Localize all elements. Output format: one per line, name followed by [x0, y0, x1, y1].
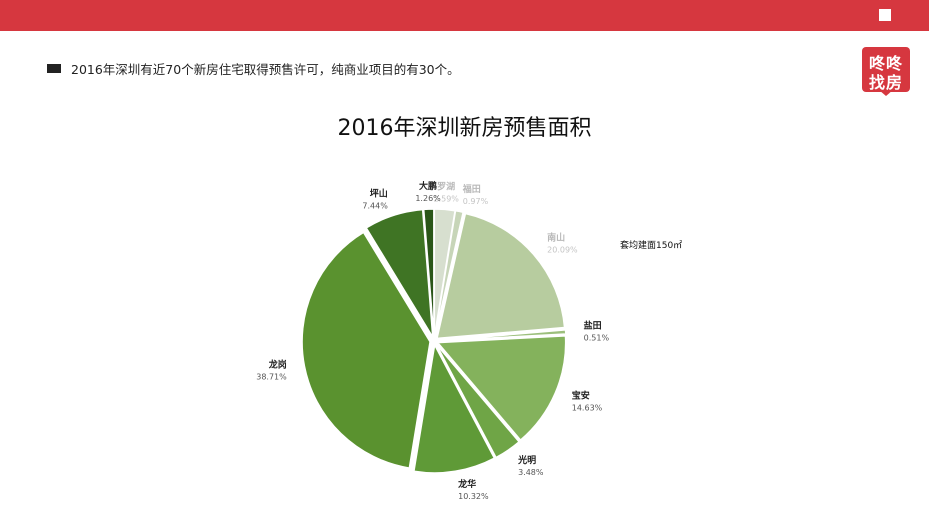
slice-label-5: 光明: [517, 454, 536, 466]
pie-slice-6: [413, 342, 496, 474]
slice-label-4: 宝安: [572, 389, 590, 401]
slice-pct-1: 0.97%: [463, 197, 489, 206]
brand-logo: 咚咚 找房: [862, 47, 910, 92]
pie-slice-4: [436, 335, 567, 442]
slice-pct-4: 14.63%: [572, 403, 603, 412]
pie-slice-8: [365, 208, 434, 338]
slice-pct-9: 1.26%: [415, 194, 441, 203]
slice-label-0: 罗湖: [437, 180, 455, 192]
slice-label-1: 福田: [462, 183, 481, 195]
top-bar: [0, 0, 929, 31]
logo-line1: 咚咚: [868, 54, 903, 73]
slice-label-3: 盐田: [584, 320, 602, 332]
average-area-note: 套均建面150㎡: [620, 241, 683, 251]
logo-tail: [879, 90, 893, 96]
pie-slice-3: [437, 329, 567, 342]
pie-slice-2: [436, 212, 566, 340]
slice-label-6: 龙华: [457, 478, 476, 490]
slice-pct-7: 38.71%: [256, 373, 287, 382]
slice-label-8: 坪山: [370, 187, 388, 199]
bullet-row: 2016年深圳有近70个新房住宅取得预售许可，纯商业项目的有30个。: [47, 58, 460, 78]
slice-pct-5: 3.48%: [518, 468, 544, 477]
slice-label-2: 南山: [547, 232, 565, 244]
slice-pct-6: 10.32%: [458, 492, 489, 501]
slice-pct-2: 20.09%: [547, 246, 578, 255]
pie-slice-7: [301, 231, 431, 469]
pie-slice-9: [422, 208, 435, 338]
logo-line2: 找房: [868, 73, 903, 92]
slice-pct-0: 2.59%: [433, 194, 459, 203]
chart-title: 2016年深圳新房预售面积: [337, 116, 592, 141]
bullet-text: 2016年深圳有近70个新房住宅取得预售许可，纯商业项目的有30个。: [71, 61, 460, 77]
bullet-icon: [47, 63, 61, 73]
slice-label-9: 大鹏: [419, 180, 437, 192]
pie-slice-5: [435, 343, 521, 459]
slice-pct-8: 7.44%: [362, 201, 388, 210]
pie-slice-1: [434, 209, 465, 338]
slice-pct-3: 0.51%: [584, 334, 610, 343]
menu-icon[interactable]: [879, 9, 891, 21]
slice-label-7: 龙岗: [268, 359, 287, 371]
